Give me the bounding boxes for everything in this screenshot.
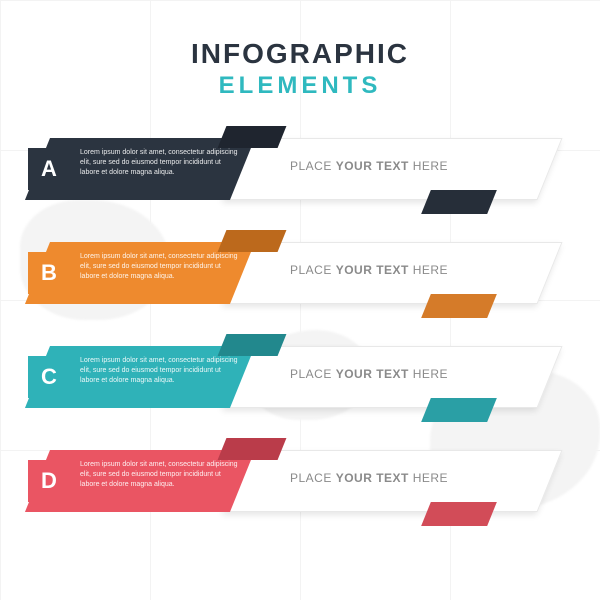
ribbon-curl-bottom-icon xyxy=(421,398,497,422)
cta-prefix: PLACE xyxy=(290,367,336,381)
banner-c: C Lorem ipsum dolor sit amet, consectetu… xyxy=(50,336,550,418)
cta-bold: YOUR TEXT xyxy=(336,471,409,485)
ribbon-curl-top-icon xyxy=(218,126,287,148)
ribbon-curl-bottom-icon xyxy=(421,502,497,526)
banner-list: A Lorem ipsum dolor sit amet, consectetu… xyxy=(0,128,600,522)
cta-suffix: HERE xyxy=(409,263,448,277)
cta-prefix: PLACE xyxy=(290,471,336,485)
cta-suffix: HERE xyxy=(409,159,448,173)
ribbon-curl-top-icon xyxy=(218,334,287,356)
banner-b: B Lorem ipsum dolor sit amet, consectetu… xyxy=(50,232,550,314)
cta-suffix: HERE xyxy=(409,471,448,485)
letter-badge: B xyxy=(28,252,70,294)
ribbon-curl-top-icon xyxy=(218,230,287,252)
panel-cta: PLACE YOUR TEXT HERE xyxy=(290,263,448,277)
panel-cta: PLACE YOUR TEXT HERE xyxy=(290,367,448,381)
panel-cta: PLACE YOUR TEXT HERE xyxy=(290,471,448,485)
ribbon-curl-top-icon xyxy=(218,438,287,460)
cta-suffix: HERE xyxy=(409,367,448,381)
title-line2: ELEMENTS xyxy=(0,72,600,100)
letter-badge: A xyxy=(28,148,70,190)
slab-lorem: Lorem ipsum dolor sit amet, consectetur … xyxy=(80,252,240,281)
letter-badge: C xyxy=(28,356,70,398)
cta-bold: YOUR TEXT xyxy=(336,263,409,277)
ribbon-curl-bottom-icon xyxy=(421,190,497,214)
slab-lorem: Lorem ipsum dolor sit amet, consectetur … xyxy=(80,148,240,177)
cta-bold: YOUR TEXT xyxy=(336,367,409,381)
title-line1: INFOGRAPHIC xyxy=(0,38,600,70)
cta-prefix: PLACE xyxy=(290,159,336,173)
cta-prefix: PLACE xyxy=(290,263,336,277)
banner-d: D Lorem ipsum dolor sit amet, consectetu… xyxy=(50,440,550,522)
ribbon-curl-bottom-icon xyxy=(421,294,497,318)
cta-bold: YOUR TEXT xyxy=(336,159,409,173)
banner-a: A Lorem ipsum dolor sit amet, consectetu… xyxy=(50,128,550,210)
slab-lorem: Lorem ipsum dolor sit amet, consectetur … xyxy=(80,356,240,385)
title: INFOGRAPHIC ELEMENTS xyxy=(0,0,600,100)
letter-badge: D xyxy=(28,460,70,502)
panel-cta: PLACE YOUR TEXT HERE xyxy=(290,159,448,173)
slab-lorem: Lorem ipsum dolor sit amet, consectetur … xyxy=(80,460,240,489)
